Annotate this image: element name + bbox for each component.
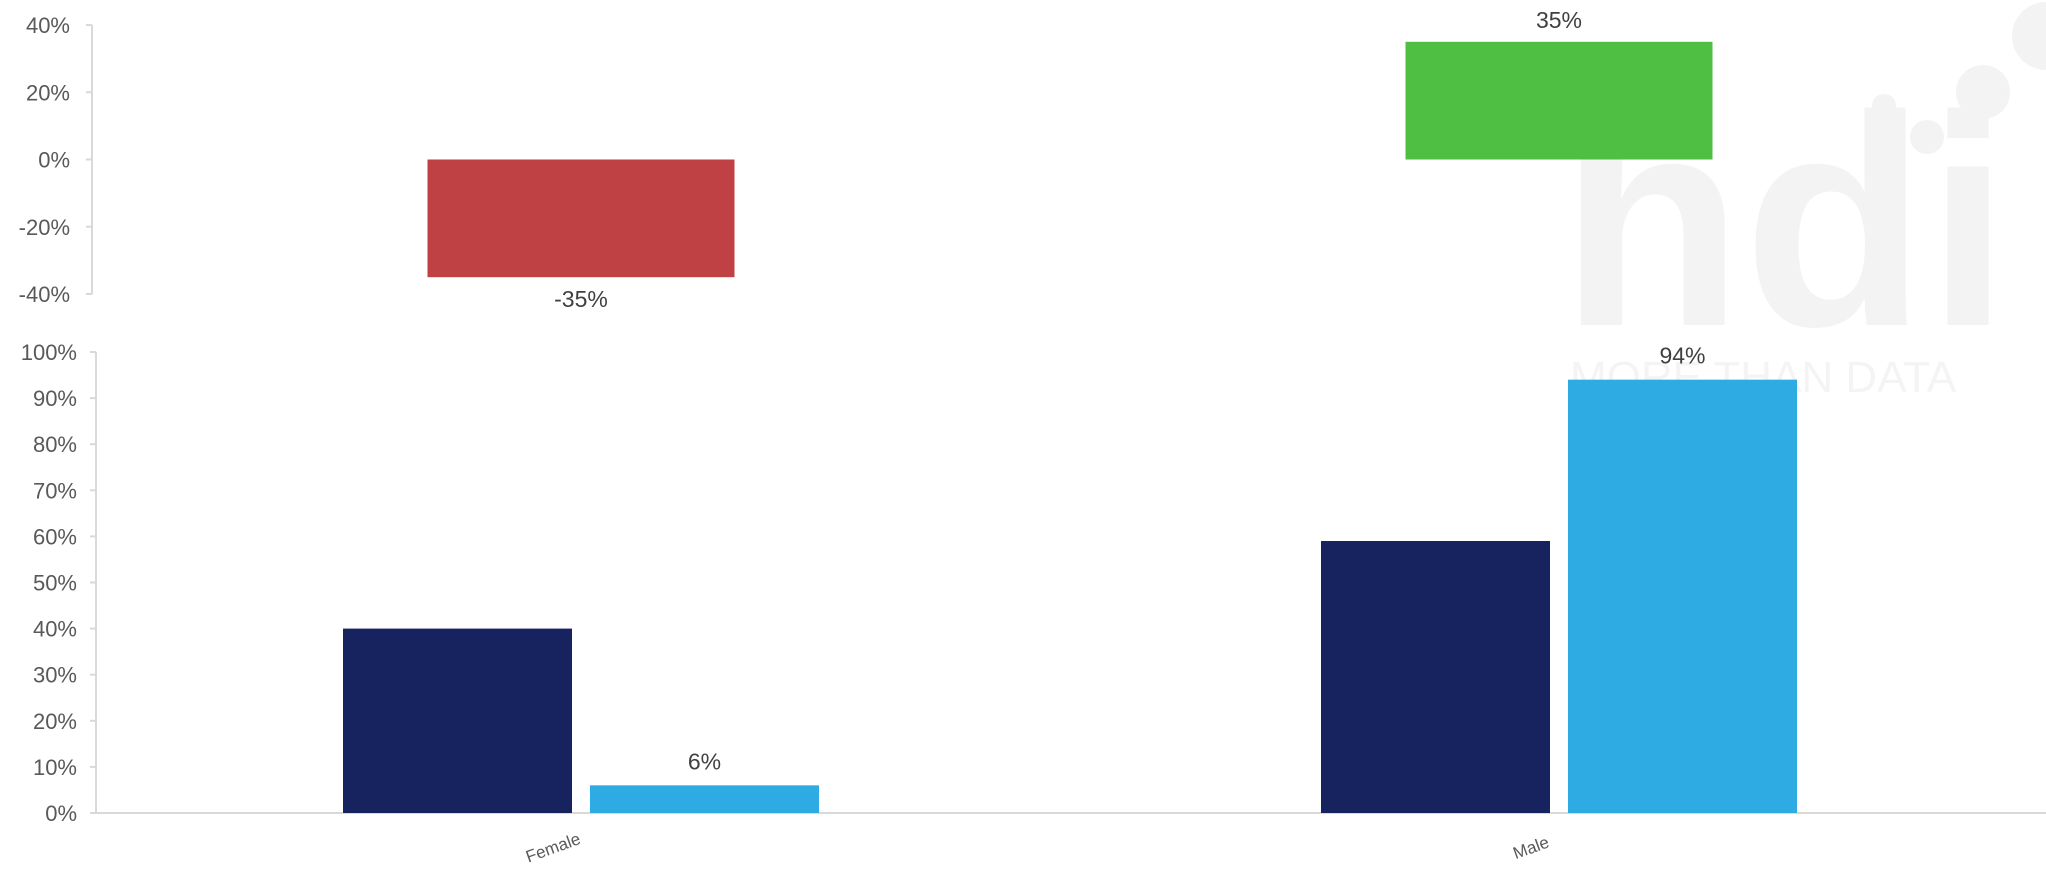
diff-chart-bars xyxy=(427,41,1713,278)
category-label-male: Male xyxy=(1511,833,1552,863)
y-tick-label: 10% xyxy=(33,755,77,780)
share-chart: 100%90%80%70%60%50%40%30%20%10%0% 6%94% … xyxy=(21,340,2046,866)
share-data-label: 6% xyxy=(688,748,721,774)
y-tick-label: 0% xyxy=(38,148,70,173)
y-tick-label: -20% xyxy=(19,215,70,240)
watermark-dot-medium xyxy=(1910,120,1944,154)
share-bar-s1-male xyxy=(1321,541,1550,813)
share-chart-category-labels: Female Male xyxy=(523,829,1551,866)
y-tick-label: 50% xyxy=(33,571,77,596)
y-tick-label: 30% xyxy=(33,663,77,688)
y-tick-label: -40% xyxy=(19,282,70,307)
diff-chart-data-labels: -35% 35% xyxy=(554,7,1582,312)
y-tick-label: 80% xyxy=(33,432,77,457)
y-tick-label: 40% xyxy=(33,617,77,642)
y-tick-label: 90% xyxy=(33,386,77,411)
watermark-arc xyxy=(2012,2,2046,70)
y-tick-label: 70% xyxy=(33,478,77,503)
share-data-label: 94% xyxy=(1659,343,1705,369)
diff-chart-y-ticks: 40% 20% 0% -20% -40% xyxy=(19,13,92,307)
share-bar-s2-male xyxy=(1568,379,1797,813)
y-tick-label: 60% xyxy=(33,524,77,549)
share-chart-data-labels: 6% 94% xyxy=(688,343,1706,775)
y-tick-label: 20% xyxy=(33,709,77,734)
diff-bar-male xyxy=(1405,41,1713,160)
watermark-dot-large xyxy=(1956,65,2010,119)
watermark-dot-small xyxy=(1872,94,1896,118)
category-label-female: Female xyxy=(523,829,583,866)
y-tick-label: 20% xyxy=(26,80,70,105)
share-chart-y-ticks: 100% 90% 80% 70% 60% 50% 40% 30% 20% 10% 0% xyxy=(21,340,96,826)
share-chart-bars xyxy=(343,379,1797,813)
share-bar-s1-female xyxy=(343,628,572,813)
diff-data-label: 35% xyxy=(1536,7,1582,33)
diff-chart: 40% 20% 0% -20% -40% -35% 35% xyxy=(19,7,1713,312)
y-tick-label: 0% xyxy=(45,801,77,826)
watermark: hdi MORE THAN DATA xyxy=(1560,2,2046,402)
diff-bar-female xyxy=(427,159,735,278)
diff-data-label: -35% xyxy=(554,286,608,312)
y-tick-label: 100% xyxy=(21,340,77,365)
y-tick-label: 40% xyxy=(26,13,70,38)
share-bar-s2-female xyxy=(590,785,819,813)
